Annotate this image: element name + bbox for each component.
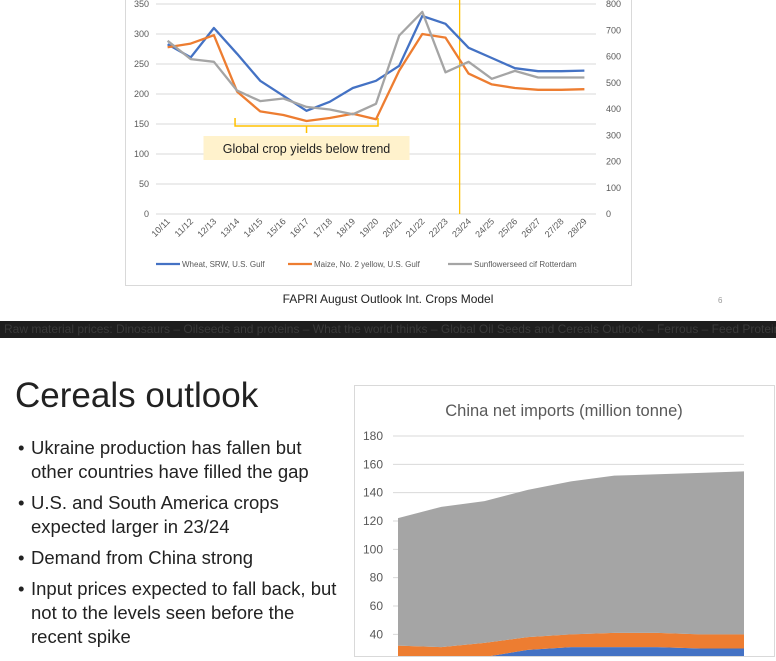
y2-tick-label: 700 — [606, 25, 621, 35]
price-line-chart: 0 50 100 150 200 250 300 350 0 100 200 300 400 500 600… — [126, 0, 631, 285]
y-tick-label: 50 — [139, 179, 149, 189]
x-tick-label: 23/24 — [450, 216, 473, 239]
y2-tick-label: 800 — [606, 0, 621, 9]
bullet-item: Demand from China strong — [18, 546, 348, 570]
x-tick-label: 24/25 — [473, 216, 496, 239]
x-tick-label: 16/17 — [288, 216, 311, 239]
y-tick-label: 180 — [363, 429, 383, 443]
y2-tick-label: 100 — [606, 183, 621, 193]
y-tick-label: 140 — [363, 486, 383, 500]
area-series — [398, 471, 744, 647]
bullet-item: Input prices expected to fall back, but … — [18, 577, 348, 649]
y-tick-label: 40 — [370, 627, 384, 641]
series-line — [168, 16, 585, 111]
x-tick-label: 22/23 — [427, 216, 450, 239]
y2-tick-label: 300 — [606, 130, 621, 140]
y-tick-label: 350 — [134, 0, 149, 9]
y2-tick-label: 200 — [606, 157, 621, 167]
bullet-item: Ukraine production has fallen but other … — [18, 436, 348, 484]
legend-label: Maize, No. 2 yellow, U.S. Gulf — [314, 260, 421, 269]
top-slide: 0 50 100 150 200 250 300 350 0 100 200 300 400 500 600… — [0, 0, 776, 322]
x-tick-label: 21/22 — [404, 216, 427, 239]
x-tick-label: 26/27 — [520, 216, 543, 239]
x-tick-label: 20/21 — [381, 216, 404, 239]
divider-text: Raw material prices: Dinosaurs – Oilseed… — [4, 322, 776, 336]
price-chart-frame: 0 50 100 150 200 250 300 350 0 100 200 300 400 500 600… — [125, 0, 632, 286]
bullet-list: Ukraine production has fallen but other … — [18, 436, 348, 656]
legend-label: Wheat, SRW, U.S. Gulf — [182, 260, 265, 269]
x-tick-label: 14/15 — [242, 216, 265, 239]
y-tick-label: 150 — [134, 119, 149, 129]
slide-title: Cereals outlook — [15, 376, 258, 416]
slide-divider: Raw material prices: Dinosaurs – Oilseed… — [0, 321, 776, 338]
y-tick-label: 120 — [363, 514, 383, 528]
y-tick-label: 160 — [363, 457, 383, 471]
y-tick-label: 100 — [134, 149, 149, 159]
x-tick-label: 12/13 — [195, 216, 218, 239]
series-line — [168, 12, 585, 114]
annotation-label: Global crop yields below trend — [223, 142, 390, 156]
y2-tick-label: 500 — [606, 78, 621, 88]
y-tick-label: 200 — [134, 89, 149, 99]
x-tick-label: 28/29 — [566, 216, 589, 239]
slide-number: 6 — [718, 296, 722, 305]
y-tick-label: 300 — [134, 29, 149, 39]
chart-title: China net imports (million tonne) — [445, 402, 683, 420]
china-imports-chart-frame: China net imports (million tonne)2040608… — [354, 385, 775, 657]
y-tick-label: 0 — [144, 209, 149, 219]
x-tick-label: 18/19 — [334, 216, 357, 239]
legend-label: Sunflowerseed cif Rotterdam — [474, 260, 577, 269]
y2-tick-label: 600 — [606, 52, 621, 62]
x-tick-label: 15/16 — [265, 216, 288, 239]
x-tick-label: 13/14 — [218, 216, 241, 239]
x-tick-label: 25/26 — [496, 216, 519, 239]
y-tick-label: 60 — [370, 599, 384, 613]
bottom-slide: Cereals outlook Ukraine production has f… — [0, 338, 776, 640]
x-tick-label: 19/20 — [357, 216, 380, 239]
bullet-item: U.S. and South America crops expected la… — [18, 491, 348, 539]
x-tick-label: 27/28 — [543, 216, 566, 239]
source-caption: FAPRI August Outlook Int. Crops Model — [0, 292, 776, 306]
x-tick-label: 11/12 — [173, 216, 196, 239]
y2-tick-label: 0 — [606, 209, 611, 219]
y2-tick-label: 400 — [606, 104, 621, 114]
china-imports-area-chart: China net imports (million tonne)2040608… — [355, 386, 774, 656]
x-tick-label: 10/11 — [149, 216, 172, 239]
y-tick-label: 80 — [370, 571, 384, 585]
x-tick-label: 17/18 — [311, 216, 334, 239]
y-tick-label: 250 — [134, 59, 149, 69]
y-tick-label: 100 — [363, 542, 383, 556]
